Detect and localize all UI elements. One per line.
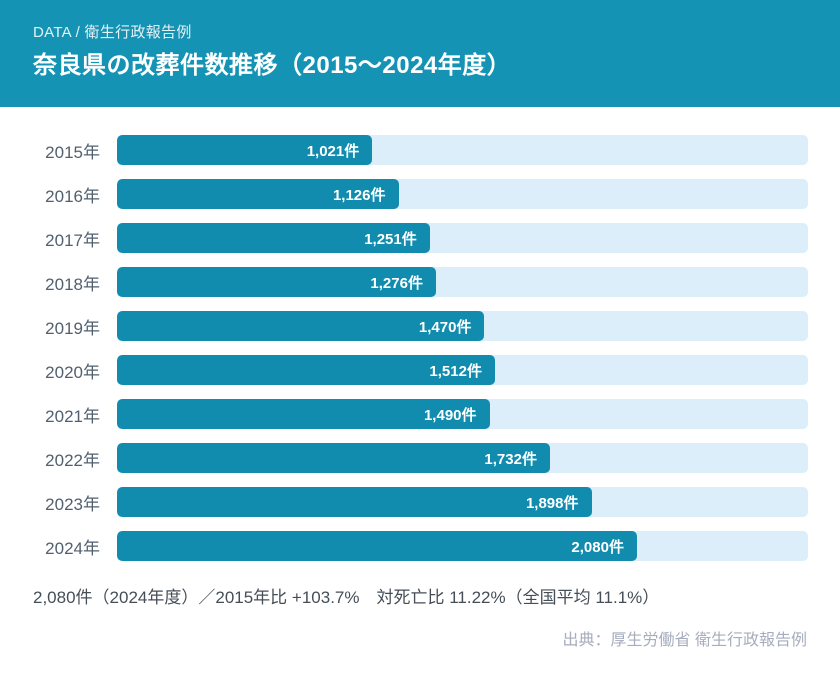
- year-label: 2020年: [45, 362, 100, 382]
- value-bar: 1,898件: [117, 487, 592, 517]
- year-label: 2019年: [45, 318, 100, 338]
- value-label: 1,490件: [423, 406, 477, 424]
- value-label: 1,021件: [306, 142, 360, 160]
- value-bar: 1,732件: [117, 443, 550, 473]
- value-label: 1,512件: [429, 362, 482, 380]
- value-bar: 1,126件: [117, 179, 399, 209]
- footer: 2,080件（2024年度）／2015年比 +103.7% 対死亡比 11.22…: [0, 583, 840, 650]
- chart-row: 2019年 1,470件: [33, 311, 808, 341]
- bar-track: 1,126件: [117, 179, 808, 209]
- chart-row: 2016年 1,126件: [33, 179, 808, 209]
- bar-rows: 2015年 1,021件 2016年 1,126件 2017年 1,251件 2018年 1,…: [33, 135, 808, 561]
- value-bar: 1,490件: [117, 399, 490, 429]
- value-bar: 1,512件: [117, 355, 495, 385]
- value-bar: 2,080件: [117, 531, 637, 561]
- value-bar: 1,470件: [117, 311, 485, 341]
- source-credit: 出典：厚生労働省 衛生行政報告例: [562, 632, 807, 649]
- header: DATA / 衛生行政報告例 奈良県の改葬件数推移（2015〜2024年度）: [0, 0, 840, 107]
- bar-track: 1,490件: [117, 399, 808, 429]
- year-label: 2021年: [45, 406, 100, 426]
- value-label: 1,732件: [484, 450, 537, 468]
- header-eyebrow: DATA / 衛生行政報告例: [33, 24, 192, 41]
- chart-row: 2018年 1,276件: [33, 267, 808, 297]
- value-label: 2,080件: [571, 538, 624, 556]
- bar-track: 1,251件: [117, 223, 808, 253]
- bar-track: 1,470件: [117, 311, 808, 341]
- bar-track: 2,080件: [117, 531, 808, 561]
- value-label: 1,251件: [364, 230, 417, 248]
- page-title: 奈良県の改葬件数推移（2015〜2024年度）: [33, 52, 512, 79]
- chart-row: 2015年 1,021件: [33, 135, 808, 165]
- bar-track: 1,021件: [117, 135, 808, 165]
- bar-track: 1,732件: [117, 443, 808, 473]
- year-label: 2015年: [45, 142, 100, 162]
- bar-chart: 2015年 1,021件 2016年 1,126件 2017年 1,251件 2018年 1,…: [33, 135, 808, 561]
- year-label: 2017年: [45, 230, 100, 250]
- year-label: 2024年: [45, 538, 100, 558]
- chart-row: 2021年 1,490件: [33, 399, 808, 429]
- bar-track: 1,276件: [117, 267, 808, 297]
- year-label: 2018年: [45, 274, 100, 294]
- value-label: 1,276件: [370, 274, 423, 292]
- chart-row: 2023年 1,898件: [33, 487, 808, 517]
- year-label: 2022年: [45, 450, 100, 470]
- summary-stats: 2,080件（2024年度）／2015年比 +103.7% 対死亡比 11.22…: [33, 588, 660, 607]
- chart-row: 2022年 1,732件: [33, 443, 808, 473]
- year-label: 2023年: [45, 494, 100, 514]
- value-label: 1,898件: [525, 494, 579, 512]
- value-label: 1,470件: [418, 318, 472, 336]
- bar-track: 1,898件: [117, 487, 808, 517]
- chart-row: 2024年 2,080件: [33, 531, 808, 561]
- value-label: 1,126件: [332, 186, 386, 204]
- year-label: 2016年: [45, 186, 100, 206]
- bar-track: 1,512件: [117, 355, 808, 385]
- value-bar: 1,276件: [117, 267, 436, 297]
- value-bar: 1,021件: [117, 135, 373, 165]
- value-bar: 1,251件: [117, 223, 430, 253]
- chart-row: 2017年 1,251件: [33, 223, 808, 253]
- chart-row: 2020年 1,512件: [33, 355, 808, 385]
